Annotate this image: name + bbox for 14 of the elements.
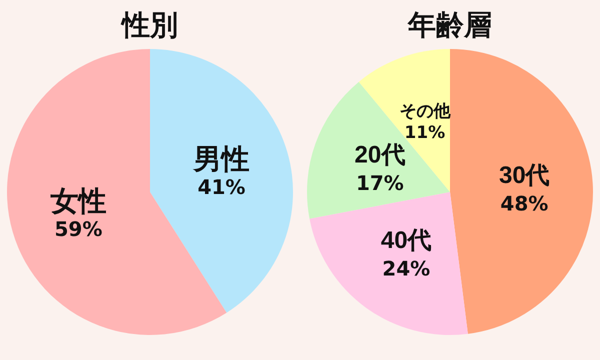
data-label: 59% — [54, 216, 102, 241]
slice-label: 女性 — [49, 185, 106, 216]
data-label: 24% — [382, 256, 430, 280]
data-label: 48% — [500, 191, 548, 216]
chart-title: 性別 — [120, 10, 178, 40]
slice-label: 40代 — [380, 226, 432, 254]
data-label: 41% — [198, 175, 246, 200]
data-label: 17% — [356, 170, 404, 195]
slice-label: 男性 — [192, 144, 250, 175]
slice-label: 30代 — [499, 162, 550, 189]
chart-title: 年齢層 — [407, 10, 492, 40]
data-label: 11% — [404, 122, 446, 143]
slice-label: その他 — [399, 101, 452, 120]
slice-label: 20代 — [354, 141, 406, 168]
